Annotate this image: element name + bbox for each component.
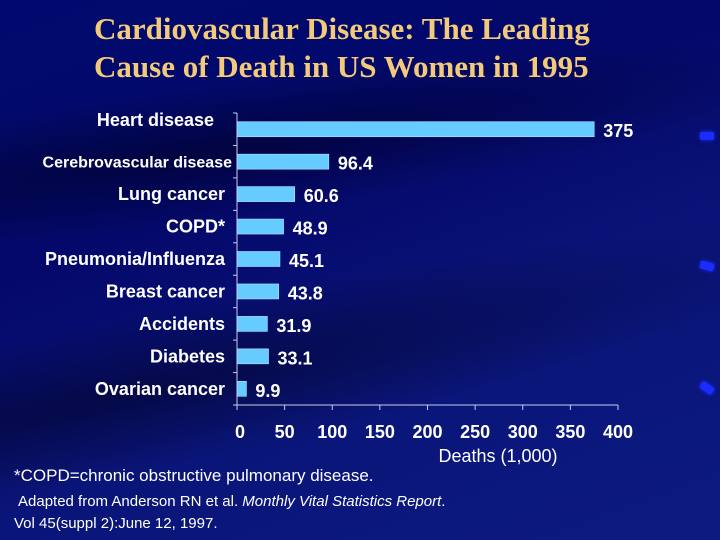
value-label: 9.9 xyxy=(255,381,280,401)
category-label: Breast cancer xyxy=(106,281,225,301)
value-label: 33.1 xyxy=(278,348,313,368)
footnote: *COPD=chronic obstructive pulmonary dise… xyxy=(14,466,374,485)
source-journal: Monthly Vital Statistics Report xyxy=(242,493,442,510)
slide-title: Cardiovascular Disease: The Leading Caus… xyxy=(94,10,634,86)
bar xyxy=(236,153,330,170)
category-label: Diabetes xyxy=(150,346,225,366)
value-label: 45.1 xyxy=(289,251,324,271)
category-label: Pneumonia/Influenza xyxy=(45,249,226,269)
source-prefix: Adapted from Anderson RN et al. xyxy=(18,493,243,510)
x-tick-label: 0 xyxy=(235,422,245,442)
title-line-1: Cardiovascular Disease: The Leading xyxy=(94,11,590,46)
source-citation: Adapted from Anderson RN et al. Monthly … xyxy=(18,493,445,510)
value-label: 375 xyxy=(603,121,633,141)
axes-group xyxy=(233,112,619,410)
value-label: 31.9 xyxy=(276,316,311,336)
bar xyxy=(236,348,269,365)
x-tick-label: 150 xyxy=(365,422,395,442)
x-tick-label: 250 xyxy=(460,422,490,442)
decorative-bullet xyxy=(700,132,714,140)
category-label: COPD* xyxy=(166,217,225,237)
bar xyxy=(236,380,247,397)
source-suffix: . xyxy=(441,493,446,510)
category-label: Heart disease xyxy=(97,110,214,130)
bar xyxy=(236,121,595,138)
labels-group: Heart disease 375 Cerebrovascular disease 9… xyxy=(43,110,634,442)
value-label: 60.6 xyxy=(304,186,339,206)
bar xyxy=(236,218,284,235)
value-label: 48.9 xyxy=(293,219,328,239)
x-tick-label: 350 xyxy=(555,422,585,442)
x-tick-label: 200 xyxy=(412,422,442,442)
category-label: Lung cancer xyxy=(118,184,225,204)
x-tick-label: 300 xyxy=(508,422,538,442)
category-label: Ovarian cancer xyxy=(95,379,225,399)
bar xyxy=(236,186,296,202)
x-tick-label: 400 xyxy=(603,422,633,442)
bar xyxy=(236,251,281,267)
source-volume: Vol 45(suppl 2):June 12, 1997. xyxy=(14,515,218,532)
bar xyxy=(236,283,280,300)
x-axis-label: Deaths (1,000) xyxy=(438,446,557,466)
category-label: Cerebrovascular disease xyxy=(43,155,233,172)
x-tick-label: 100 xyxy=(317,422,347,442)
value-label: 43.8 xyxy=(288,283,323,303)
category-label: Accidents xyxy=(139,314,225,334)
value-label: 96.4 xyxy=(338,154,373,174)
title-line-2: Cause of Death in US Women in 1995 xyxy=(94,49,589,84)
bar xyxy=(236,316,268,332)
x-tick-label: 50 xyxy=(275,422,295,442)
